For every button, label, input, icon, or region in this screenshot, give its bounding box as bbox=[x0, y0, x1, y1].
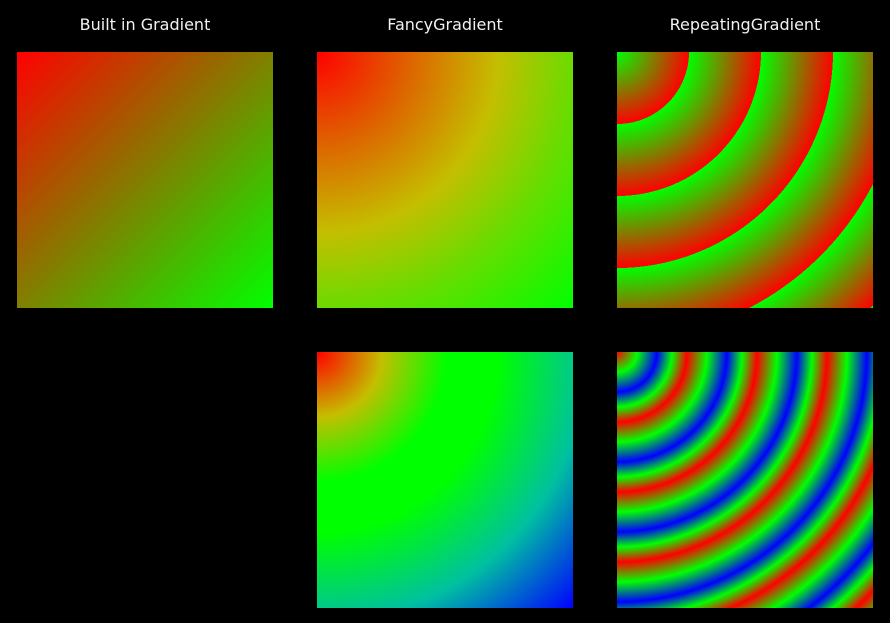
fancy-radial-gradient-swatch-red-green bbox=[317, 52, 573, 308]
repeating-radial-gradient-swatch-red-green bbox=[617, 52, 873, 308]
fancy-radial-gradient-swatch-red-green-blue bbox=[317, 352, 573, 608]
repeating-radial-gradient-swatch-rgb bbox=[617, 352, 873, 608]
column-title-repeating-gradient: RepeatingGradient bbox=[669, 15, 821, 34]
column-title-fancy-gradient: FancyGradient bbox=[387, 15, 503, 34]
builtin-linear-gradient-swatch bbox=[17, 52, 273, 308]
column-title-built-in-gradient: Built in Gradient bbox=[79, 15, 211, 34]
